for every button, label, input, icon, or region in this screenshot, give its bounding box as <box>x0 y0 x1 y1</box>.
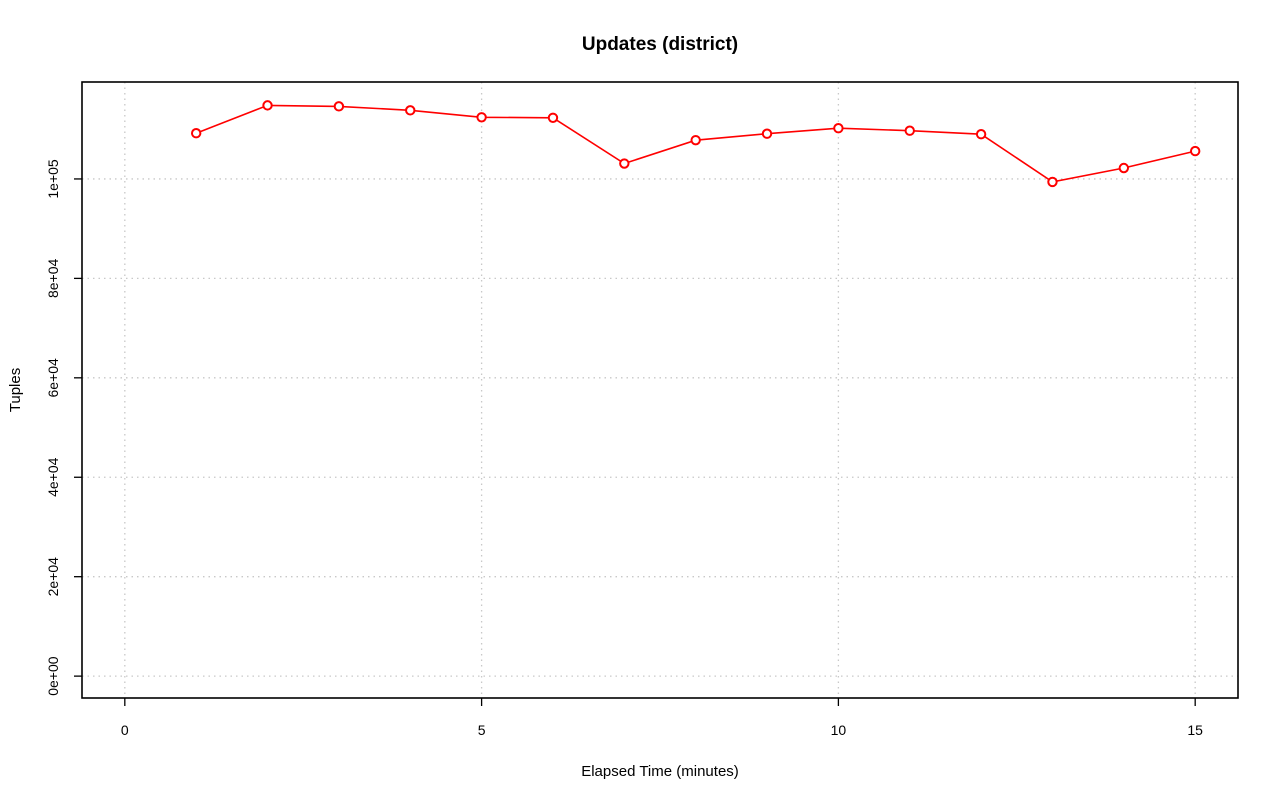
data-point <box>262 100 273 111</box>
data-point <box>1189 145 1201 157</box>
data-point <box>476 112 487 123</box>
data-point <box>619 158 630 169</box>
x-axis-label: Elapsed Time (minutes) <box>581 763 739 780</box>
x-tick-label: 10 <box>831 722 847 738</box>
data-point <box>190 128 202 139</box>
data-point <box>1118 162 1130 174</box>
grid <box>82 82 1238 698</box>
data-point <box>333 101 345 112</box>
y-tick-label: 1e+05 <box>45 159 61 199</box>
y-axis-label: Tuples <box>7 368 24 412</box>
y-tick-label: 6e+04 <box>45 358 61 398</box>
y-tick-label: 4e+04 <box>45 457 61 497</box>
y-tick-label: 8e+04 <box>45 259 61 299</box>
y-axis: 0e+00 2e+04 4e+04 6e+04 8e+04 1e+05 <box>45 159 82 696</box>
x-tick-label: 15 <box>1187 722 1203 738</box>
x-tick-label: 0 <box>121 722 129 738</box>
data-point <box>1047 176 1058 188</box>
y-tick-label: 0e+00 <box>45 656 61 696</box>
plot-frame <box>81 81 1239 699</box>
series-layer <box>190 100 1201 188</box>
data-point <box>690 134 701 146</box>
x-axis: 0 5 10 15 <box>121 698 1203 738</box>
data-point <box>761 128 773 139</box>
chart-title: Updates (district) <box>582 34 738 55</box>
x-tick-label: 5 <box>478 722 486 738</box>
data-point <box>405 105 416 116</box>
data-point <box>833 123 844 134</box>
data-point <box>547 112 559 123</box>
data-point <box>975 129 987 140</box>
y-tick-label: 2e+04 <box>45 557 61 597</box>
data-point <box>904 125 915 136</box>
